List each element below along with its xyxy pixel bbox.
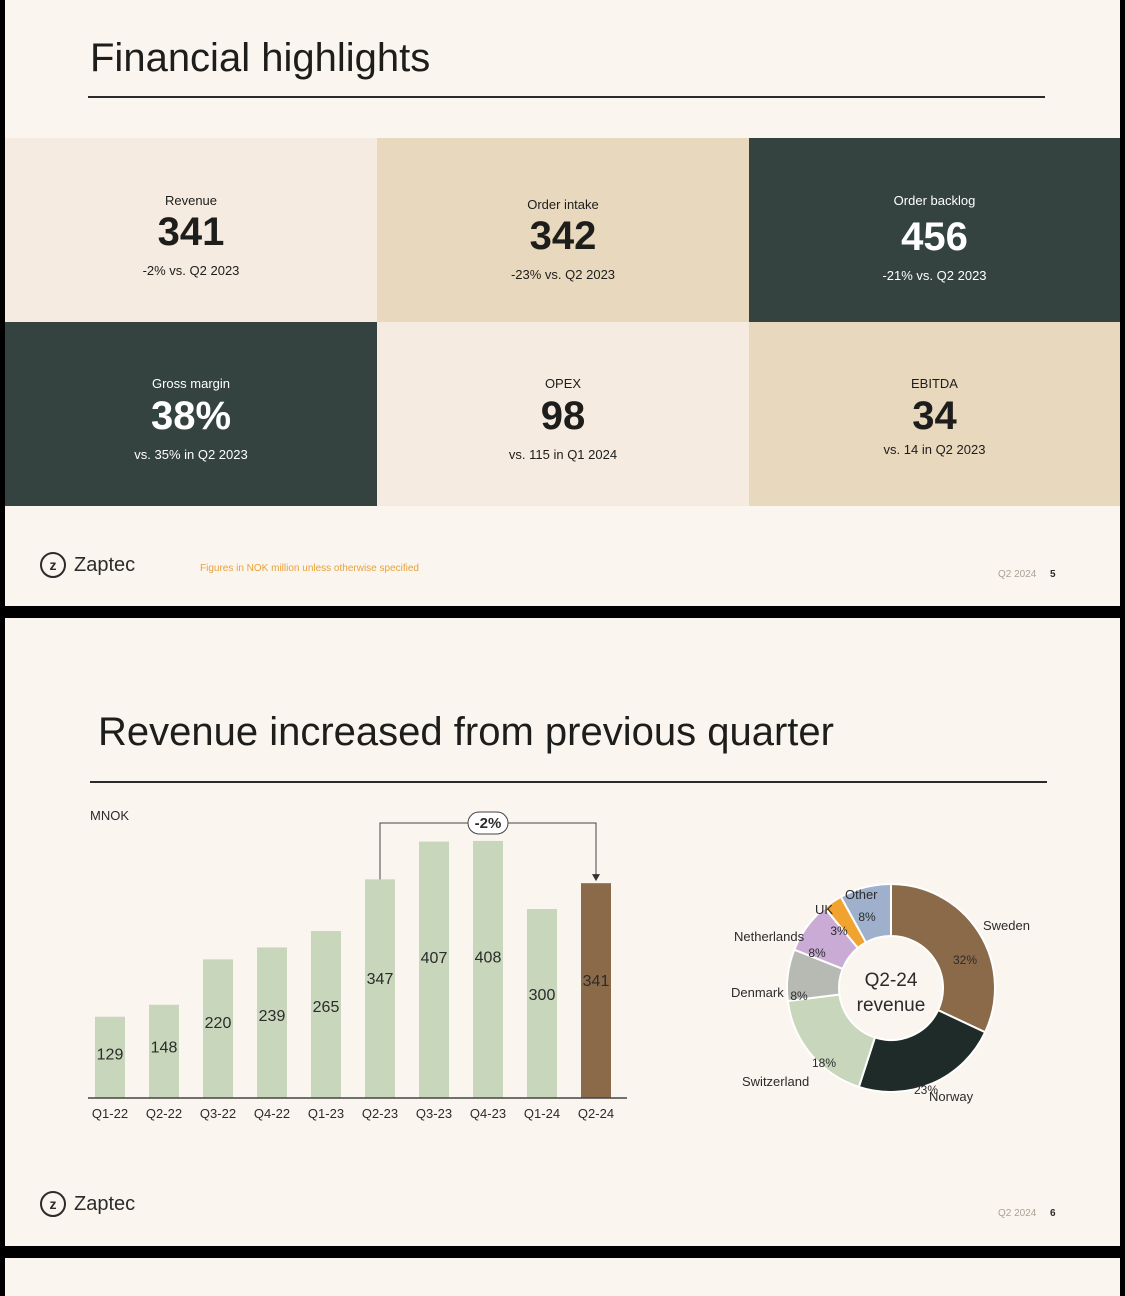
page-number: 5 xyxy=(1050,569,1056,580)
slice-percent-label: 8% xyxy=(858,910,876,924)
zaptec-logo: z Zaptec xyxy=(40,552,135,578)
kpi-label: Revenue xyxy=(164,193,218,208)
kpi-tile-order-backlog: Order backlog 456 -21% vs. Q2 2023 xyxy=(749,138,1120,322)
slice-percent-label: 8% xyxy=(790,989,808,1003)
zaptec-logo-icon: z xyxy=(40,1191,66,1217)
kpi-value: 341 xyxy=(157,210,225,254)
donut-center-line-1: Q2-24 xyxy=(865,970,918,991)
bar-q3-22 xyxy=(203,959,233,1098)
bar-value-label: 239 xyxy=(259,1008,286,1025)
x-tick-label: Q3-23 xyxy=(416,1106,452,1121)
bar-value-label: 408 xyxy=(475,950,502,967)
figures-footnote: Figures in NOK million unless otherwise … xyxy=(200,563,419,574)
page-period: Q2 2024 xyxy=(998,1208,1037,1219)
page-number: 6 xyxy=(1050,1208,1056,1219)
zaptec-logo: z Zaptec xyxy=(40,1191,135,1217)
kpi-value: 342 xyxy=(529,214,597,258)
bar-q1-24 xyxy=(527,909,557,1098)
page-period: Q2 2024 xyxy=(998,569,1037,580)
slice-name-label: Switzerland xyxy=(742,1074,809,1089)
title-divider xyxy=(90,781,1047,783)
kpi-tile-revenue: Revenue 341 -2% vs. Q2 2023 xyxy=(5,138,377,322)
page-title: Revenue increased from previous quarter xyxy=(98,710,834,754)
kpi-value: 34 xyxy=(912,394,957,438)
kpi-comparison: -21% vs. Q2 2023 xyxy=(882,268,987,283)
bar-value-label: 300 xyxy=(529,987,556,1004)
slice-percent-label: 18% xyxy=(812,1056,836,1070)
kpi-tile-gross-margin: Gross margin 38% vs. 35% in Q2 2023 xyxy=(5,322,377,506)
slice-percent-label: 23% xyxy=(914,1083,938,1097)
slice-name-label: Other xyxy=(845,887,878,902)
bar-q4-22 xyxy=(257,947,287,1098)
bar-q3-23 xyxy=(419,841,449,1098)
zaptec-logo-icon: z xyxy=(40,552,66,578)
kpi-value: 98 xyxy=(540,394,586,438)
x-tick-label: Q4-23 xyxy=(470,1106,506,1121)
bar-q2-23 xyxy=(365,879,395,1098)
slice-percent-label: 8% xyxy=(808,946,826,960)
x-tick-label: Q4-22 xyxy=(254,1106,290,1121)
bar-value-label: 220 xyxy=(205,1015,232,1032)
annotation-arrowhead xyxy=(592,874,600,882)
logo-text: Zaptec xyxy=(74,553,136,576)
x-tick-label: Q1-22 xyxy=(92,1106,128,1121)
x-tick-label: Q1-24 xyxy=(524,1106,560,1121)
bar-q1-23 xyxy=(311,931,341,1098)
revenue-donut-chart: 32% Sweden 23%Norway 18%Switzerland 8% Denmar… xyxy=(731,882,1030,1104)
bar-q2-22 xyxy=(149,1004,179,1098)
slide-financial-highlights: Financial highlights Revenue 341 -2% vs.… xyxy=(5,0,1120,606)
donut-slice-sweden xyxy=(890,882,996,1034)
x-tick-label: Q3-22 xyxy=(200,1106,236,1121)
kpi-label: Gross margin xyxy=(151,376,231,391)
kpi-label: EBITDA xyxy=(911,376,958,391)
bar-value-label: 265 xyxy=(313,999,340,1016)
kpi-comparison: -2% vs. Q2 2023 xyxy=(142,263,240,278)
slice-name-label: Denmark xyxy=(731,985,784,1000)
kpi-comparison: vs. 35% in Q2 2023 xyxy=(134,447,248,462)
title-divider xyxy=(88,96,1045,98)
bar-value-label: 148 xyxy=(151,1040,178,1057)
slice-name-label: UK xyxy=(815,902,833,917)
bar-value-label: 407 xyxy=(421,950,448,967)
bar-q4-23 xyxy=(473,840,503,1098)
x-tick-label: Q2-23 xyxy=(362,1106,398,1121)
slice-name-label: Norway xyxy=(929,1089,974,1104)
kpi-comparison: vs. 115 in Q1 2024 xyxy=(508,447,618,462)
kpi-value: 38% xyxy=(150,394,232,438)
kpi-tile-opex: OPEX 98 vs. 115 in Q1 2024 xyxy=(377,322,749,506)
kpi-comparison: vs. 14 in Q2 2023 xyxy=(883,442,986,457)
kpi-comparison: -23% vs. Q2 2023 xyxy=(510,267,616,282)
kpi-value: 456 xyxy=(901,215,968,259)
slice-percent-label: 32% xyxy=(953,953,977,967)
next-slide-partial xyxy=(5,1258,1120,1296)
kpi-tile-ebitda: EBITDA 34 vs. 14 in Q2 2023 xyxy=(749,322,1120,506)
bar-value-label: 347 xyxy=(367,971,394,988)
bar-q2-24 xyxy=(581,883,611,1098)
x-tick-label: Q2-24 xyxy=(578,1106,614,1121)
slice-name-label: Sweden xyxy=(983,918,1030,933)
kpi-label: Order backlog xyxy=(893,193,976,208)
revenue-bar-chart: MNOK 129 Q1-22 148 Q2-22 220 Q3-22 239 Q4-22 265 Q… xyxy=(88,808,627,1121)
slice-percent-label: 3% xyxy=(830,924,848,938)
annotation-label: -2% xyxy=(475,815,502,832)
y-unit-label: MNOK xyxy=(90,808,129,823)
bar-value-label: 129 xyxy=(97,1046,124,1063)
bar-q1-22 xyxy=(95,1016,125,1098)
kpi-tile-order-intake: Order intake 342 -23% vs. Q2 2023 xyxy=(377,138,749,322)
kpi-label: OPEX xyxy=(544,376,582,391)
slide-revenue: Revenue increased from previous quarter … xyxy=(5,618,1120,1246)
donut-slice-other xyxy=(839,882,892,944)
slice-name-label: Netherlands xyxy=(734,929,805,944)
x-tick-label: Q2-22 xyxy=(146,1106,182,1121)
kpi-label: Order intake xyxy=(527,197,599,212)
x-tick-label: Q1-23 xyxy=(308,1106,344,1121)
page-title: Financial highlights xyxy=(90,36,431,80)
annotation-badge xyxy=(467,811,509,835)
logo-text: Zaptec xyxy=(74,1192,136,1215)
donut-slice-norway xyxy=(857,1008,987,1093)
donut-center-line-2: revenue xyxy=(857,995,926,1016)
bar-value-label: 341 xyxy=(583,973,610,990)
